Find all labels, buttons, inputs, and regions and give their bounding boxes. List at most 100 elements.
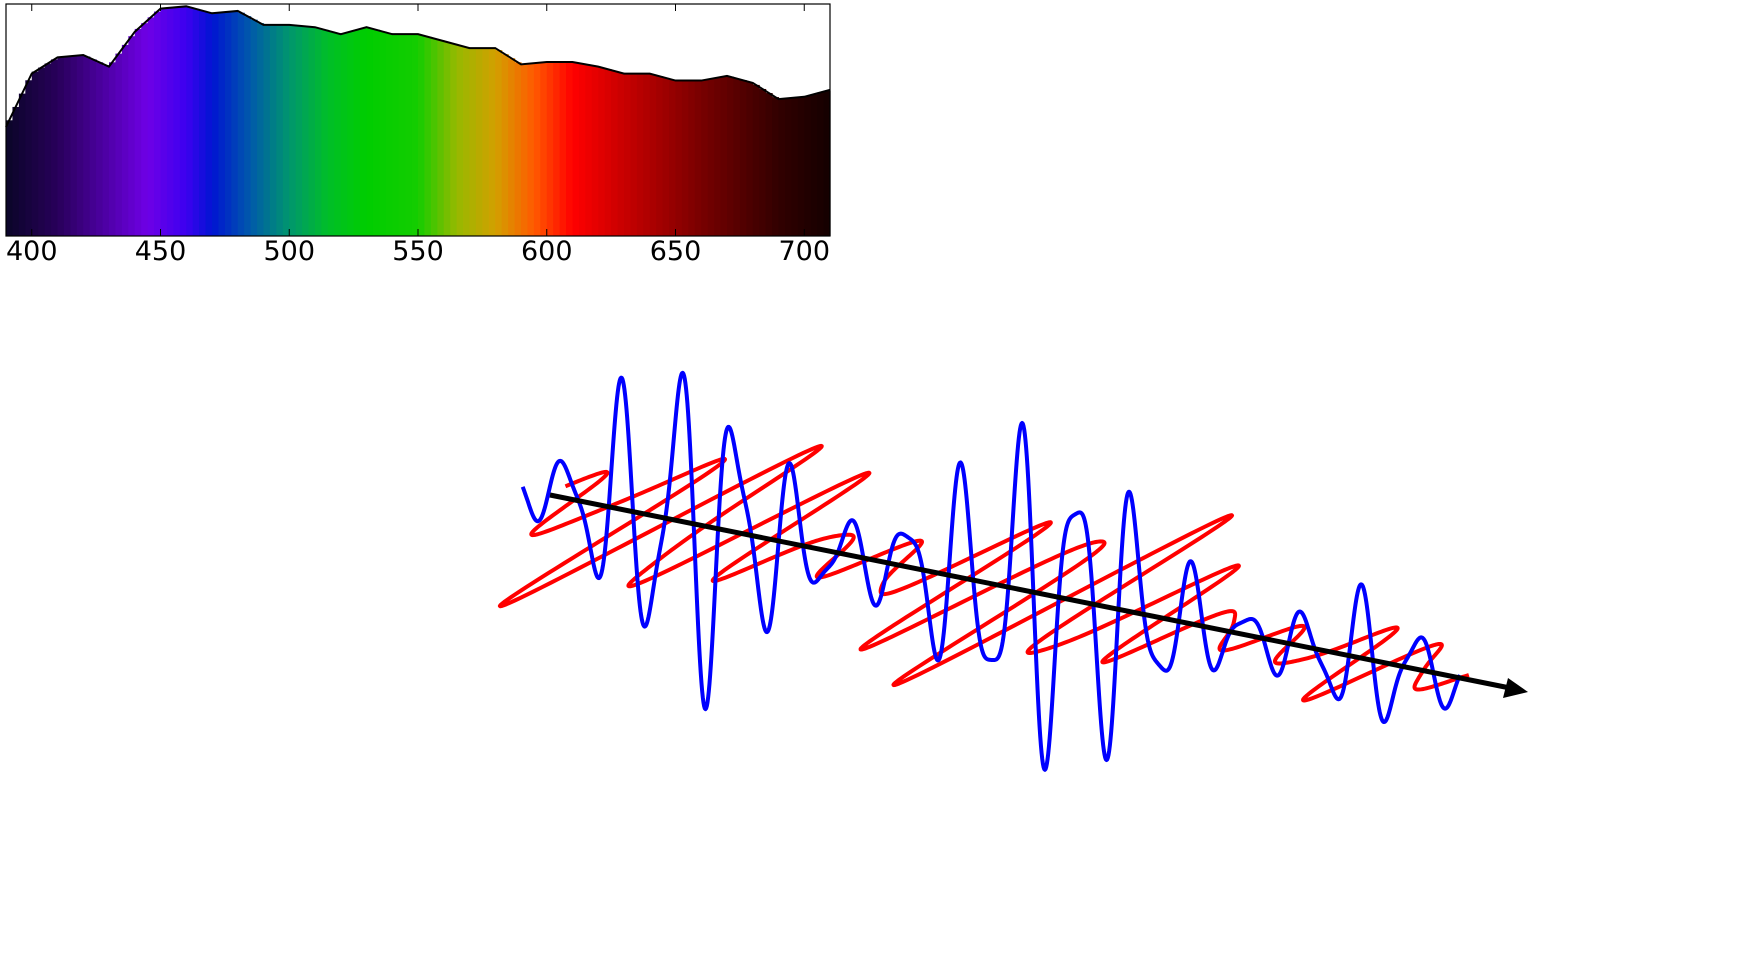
x-tick-label: 650	[650, 236, 702, 267]
spectrum-stripe	[96, 62, 104, 236]
spectrum-stripe	[186, 7, 194, 236]
spectrum-stripe	[572, 62, 580, 236]
spectrum-stripe	[450, 43, 458, 237]
spectrum-stripe	[533, 62, 541, 237]
spectrum-stripe	[578, 63, 586, 236]
spectrum-stripe	[321, 29, 329, 237]
spectrum-stripe	[173, 7, 181, 236]
spectrum-stripe	[688, 80, 696, 236]
spectrum-stripe	[308, 26, 316, 236]
spectrum-stripe	[250, 19, 258, 236]
spectrum-stripe	[237, 12, 245, 237]
spectrum-stripe	[154, 11, 162, 237]
spectrum-stripe	[353, 29, 361, 237]
spectrum-stripe	[823, 90, 831, 237]
spectrum-stripe	[643, 73, 651, 236]
spectrum-stripe	[649, 74, 657, 236]
spectrum-stripe	[263, 24, 271, 236]
spectrum-stripe	[810, 94, 818, 236]
spectrum-stripe	[392, 34, 400, 236]
spectrum-stripe	[707, 78, 715, 236]
spectrum-stripe	[720, 76, 728, 236]
spectrum-stripe	[166, 7, 174, 236]
spectrum-stripe	[624, 73, 632, 236]
spectrum-stripe	[527, 63, 535, 237]
spectrum-stripe	[797, 97, 805, 236]
spectrum-stripe	[218, 12, 226, 236]
propagation-axis-line	[549, 492, 1511, 691]
spectrum-stripe	[38, 67, 46, 236]
spectrum-color-fill	[6, 6, 831, 237]
x-tick-label: 500	[263, 236, 315, 267]
spectrum-stripe	[463, 47, 471, 237]
spectrum-stripe	[553, 62, 561, 236]
spectrum-stripe	[179, 6, 187, 236]
spectrum-stripe	[289, 25, 297, 237]
spectrum-stripe	[746, 82, 754, 236]
spectrum-stripe	[63, 56, 71, 236]
spectrum-stripe	[694, 80, 702, 236]
spectrum-stripe	[669, 79, 677, 236]
spectrum-stripe	[559, 62, 567, 236]
spectrum-stripe	[488, 48, 496, 236]
spectrum-stripe	[89, 59, 97, 236]
spectrum-stripe	[295, 25, 303, 236]
spectrum-stripe	[6, 120, 14, 236]
spectrum-stripe	[701, 79, 709, 236]
spectrum-stripe	[385, 33, 393, 236]
spectrum-stripe	[315, 28, 323, 236]
spectrum-stripe	[585, 64, 593, 237]
spectrum-stripe	[469, 48, 477, 236]
spectrum-stripe	[160, 8, 168, 236]
spectrum-stripe	[121, 44, 129, 236]
spectrum-stripe	[224, 11, 232, 236]
spectrum-stripe	[675, 80, 683, 236]
spectrum-stripe	[482, 48, 490, 236]
spectrum-stripe	[199, 10, 207, 237]
spectrum-stripe	[231, 11, 239, 236]
spectrum-stripe	[282, 24, 290, 236]
spectrum-stripe	[546, 62, 554, 236]
spectrum-stripe	[514, 62, 522, 236]
spectrum-stripe	[804, 95, 812, 237]
spectrum-stripe	[656, 76, 664, 237]
spectrum-stripe	[302, 26, 310, 236]
spectrum-stripe	[817, 92, 825, 236]
spectrum-stripe	[18, 93, 26, 236]
spectrum-stripe	[662, 77, 670, 236]
spectrum-stripe	[437, 40, 445, 236]
spectrum-stripe	[443, 41, 451, 236]
x-tick-label: 550	[392, 236, 444, 267]
spectrum-stripe	[327, 31, 335, 236]
spectrum-stripe	[134, 28, 142, 236]
blue-wave-line	[520, 370, 1462, 772]
spectrum-stripe	[398, 34, 406, 236]
spectrum-stripe	[778, 98, 786, 236]
spectrum-stripe	[51, 59, 59, 236]
spectrum-stripe	[269, 24, 277, 236]
spectrum-stripe	[681, 80, 689, 236]
spectrum-stripe	[141, 23, 149, 236]
axis-arrowhead-icon	[1503, 678, 1528, 698]
spectrum-stripe	[508, 58, 516, 237]
x-tick-label: 400	[6, 236, 58, 267]
spectrum-stripe	[759, 88, 767, 236]
spectrum-stripe	[44, 63, 52, 237]
spectrum-stripe	[83, 56, 91, 236]
spectrum-stripe	[205, 12, 213, 236]
spectrum-stripe	[791, 97, 799, 236]
spectrum-stripe	[418, 35, 426, 236]
spectrum-stripe	[772, 97, 780, 236]
spectrum-stripe	[372, 29, 380, 237]
spectrum-stripe	[611, 70, 619, 237]
x-tick-label: 450	[135, 236, 187, 267]
spectrum-stripe	[630, 73, 638, 236]
spectrum-stripe	[76, 55, 84, 236]
spectrum-stripe	[598, 67, 606, 236]
spectrum-stripe	[430, 38, 438, 237]
spectrum-stripe	[347, 31, 355, 236]
spectrum-stripe	[12, 106, 20, 236]
spectrum-stripe	[109, 62, 117, 236]
